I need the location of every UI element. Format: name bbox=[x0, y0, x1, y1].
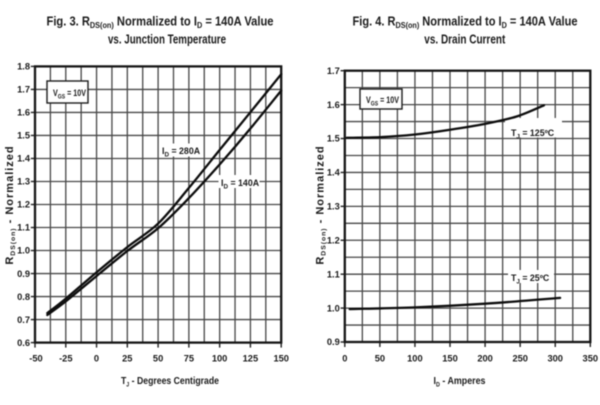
svg-text:100: 100 bbox=[212, 354, 228, 364]
svg-text:1.6: 1.6 bbox=[17, 108, 30, 118]
svg-text:50: 50 bbox=[375, 354, 385, 364]
svg-text:-25: -25 bbox=[59, 354, 72, 364]
svg-text:1.8: 1.8 bbox=[17, 62, 30, 72]
svg-text:50: 50 bbox=[153, 354, 163, 364]
svg-text:0.6: 0.6 bbox=[17, 338, 30, 348]
svg-text:250: 250 bbox=[512, 354, 528, 364]
svg-text:200: 200 bbox=[477, 354, 493, 364]
svg-text:1.6: 1.6 bbox=[327, 100, 340, 110]
svg-text:ID - Amperes: ID - Amperes bbox=[434, 376, 486, 389]
svg-text:TJ = 125ºC: TJ = 125ºC bbox=[511, 128, 555, 141]
svg-text:1.0: 1.0 bbox=[327, 303, 340, 313]
svg-text:0: 0 bbox=[342, 354, 347, 364]
svg-text:1.5: 1.5 bbox=[327, 134, 340, 144]
svg-text:150: 150 bbox=[273, 354, 289, 364]
svg-text:150: 150 bbox=[442, 354, 458, 364]
svg-text:vs. Drain Current: vs. Drain Current bbox=[424, 32, 506, 47]
svg-text:0.9: 0.9 bbox=[327, 337, 340, 347]
svg-text:TJ - Degrees Centigrade: TJ - Degrees Centigrade bbox=[121, 376, 219, 389]
svg-text:1.5: 1.5 bbox=[17, 131, 30, 141]
svg-text:ID = 140A: ID = 140A bbox=[221, 178, 260, 191]
svg-text:0.9: 0.9 bbox=[17, 269, 30, 279]
svg-text:25: 25 bbox=[122, 354, 132, 364]
svg-text:350: 350 bbox=[583, 354, 599, 364]
svg-text:1.4: 1.4 bbox=[17, 154, 31, 164]
svg-text:75: 75 bbox=[184, 354, 194, 364]
svg-text:0.8: 0.8 bbox=[17, 292, 30, 302]
svg-text:1.1: 1.1 bbox=[327, 269, 340, 279]
svg-text:300: 300 bbox=[547, 354, 563, 364]
svg-text:ID = 280A: ID = 280A bbox=[162, 146, 201, 159]
svg-text:0: 0 bbox=[94, 354, 99, 364]
svg-text:1.3: 1.3 bbox=[17, 177, 30, 187]
svg-text:1.3: 1.3 bbox=[327, 202, 340, 212]
svg-text:1.7: 1.7 bbox=[17, 85, 30, 95]
svg-text:0.7: 0.7 bbox=[17, 315, 30, 325]
svg-text:100: 100 bbox=[407, 354, 423, 364]
svg-text:1.2: 1.2 bbox=[17, 200, 30, 210]
svg-text:-50: -50 bbox=[29, 354, 42, 364]
svg-text:1.7: 1.7 bbox=[327, 66, 340, 76]
svg-text:1.0: 1.0 bbox=[17, 246, 30, 256]
svg-text:125: 125 bbox=[243, 354, 259, 364]
svg-text:vs. Junction Temperature: vs. Junction Temperature bbox=[108, 32, 226, 47]
svg-text:TJ = 25ºC: TJ = 25ºC bbox=[511, 273, 550, 286]
svg-text:RDS(on) - Normalized: RDS(on) - Normalized bbox=[315, 145, 328, 264]
svg-text:Fig. 3. RDS(on) Normalized to: Fig. 3. RDS(on) Normalized to ID = 140A … bbox=[47, 14, 274, 31]
svg-text:1.2: 1.2 bbox=[327, 236, 340, 246]
svg-text:RDS(on) - Normalized: RDS(on) - Normalized bbox=[4, 145, 17, 264]
svg-text:1.1: 1.1 bbox=[17, 223, 30, 233]
svg-text:Fig. 4. RDS(on) Normalized to: Fig. 4. RDS(on) Normalized to ID = 140A … bbox=[353, 14, 578, 31]
svg-text:1.4: 1.4 bbox=[327, 168, 341, 178]
